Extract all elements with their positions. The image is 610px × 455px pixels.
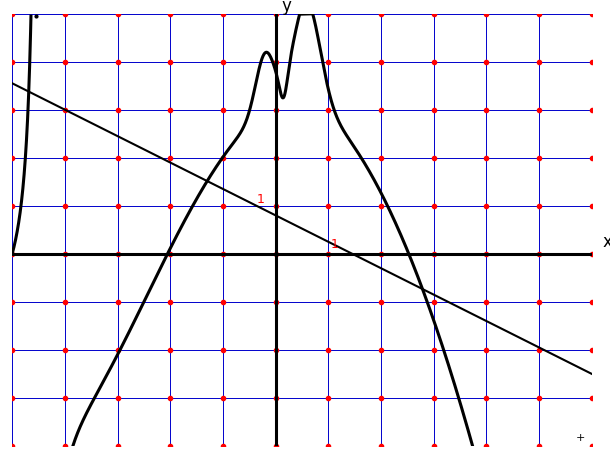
Text: y: y <box>282 0 292 15</box>
Text: 1: 1 <box>331 238 339 251</box>
Text: 1: 1 <box>257 193 265 207</box>
Text: +: + <box>576 433 585 443</box>
Text: x: x <box>602 233 610 251</box>
